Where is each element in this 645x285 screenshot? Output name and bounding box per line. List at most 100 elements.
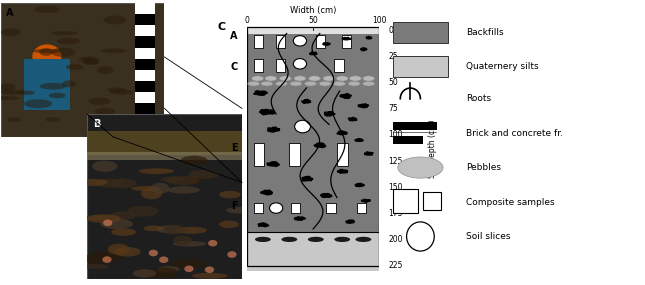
Polygon shape xyxy=(266,162,279,166)
Ellipse shape xyxy=(275,81,288,86)
Ellipse shape xyxy=(161,176,184,182)
Text: Soil slices: Soil slices xyxy=(466,232,510,241)
Ellipse shape xyxy=(226,207,254,213)
Bar xyxy=(393,56,448,78)
Text: 75: 75 xyxy=(388,104,398,113)
Ellipse shape xyxy=(0,96,19,100)
Text: F: F xyxy=(231,201,238,211)
Circle shape xyxy=(293,36,306,46)
Text: A: A xyxy=(6,8,14,18)
Ellipse shape xyxy=(334,237,350,242)
Polygon shape xyxy=(314,143,326,148)
Ellipse shape xyxy=(184,266,194,272)
Bar xyxy=(253,34,263,48)
Bar xyxy=(393,189,418,213)
Bar xyxy=(135,3,155,14)
Ellipse shape xyxy=(62,80,76,87)
Ellipse shape xyxy=(159,256,168,263)
Ellipse shape xyxy=(139,168,174,174)
Bar xyxy=(247,34,379,232)
Bar xyxy=(316,34,325,48)
Ellipse shape xyxy=(92,161,117,172)
Text: E: E xyxy=(231,143,238,154)
Polygon shape xyxy=(310,52,317,55)
Bar xyxy=(253,203,263,213)
Bar xyxy=(135,48,155,59)
Ellipse shape xyxy=(248,81,259,86)
Ellipse shape xyxy=(255,237,271,242)
Ellipse shape xyxy=(350,76,361,81)
Bar xyxy=(337,143,348,166)
Bar xyxy=(135,59,155,70)
Ellipse shape xyxy=(17,90,35,95)
Ellipse shape xyxy=(348,81,360,86)
Ellipse shape xyxy=(133,269,156,278)
Ellipse shape xyxy=(57,38,80,44)
Ellipse shape xyxy=(84,215,119,220)
Bar xyxy=(253,143,264,166)
Ellipse shape xyxy=(101,219,133,229)
Ellipse shape xyxy=(279,76,292,81)
Bar xyxy=(334,59,344,72)
Text: 175: 175 xyxy=(388,209,403,218)
Text: 100: 100 xyxy=(388,131,403,139)
Ellipse shape xyxy=(49,93,66,98)
Ellipse shape xyxy=(265,76,277,81)
Text: Soil depth (cm): Soil depth (cm) xyxy=(428,119,437,178)
Text: C: C xyxy=(230,62,238,72)
Ellipse shape xyxy=(166,224,184,235)
Bar xyxy=(87,131,242,155)
Polygon shape xyxy=(258,223,269,227)
Bar xyxy=(290,143,300,166)
Bar xyxy=(393,136,423,144)
Ellipse shape xyxy=(110,89,134,95)
Polygon shape xyxy=(253,91,268,95)
Ellipse shape xyxy=(319,81,331,86)
Bar xyxy=(276,59,285,72)
Ellipse shape xyxy=(261,81,273,86)
Ellipse shape xyxy=(0,84,15,91)
Bar xyxy=(135,115,155,126)
Polygon shape xyxy=(361,48,366,51)
Text: Quaternery silts: Quaternery silts xyxy=(466,62,539,71)
Bar xyxy=(247,27,379,37)
Circle shape xyxy=(32,44,62,68)
Ellipse shape xyxy=(82,57,100,65)
Ellipse shape xyxy=(24,99,52,108)
Bar xyxy=(342,34,352,48)
Ellipse shape xyxy=(167,186,200,194)
Ellipse shape xyxy=(149,250,158,256)
Ellipse shape xyxy=(219,191,241,198)
Ellipse shape xyxy=(77,255,108,264)
Text: Composite samples: Composite samples xyxy=(466,198,554,207)
Circle shape xyxy=(270,203,283,213)
Text: 25: 25 xyxy=(388,52,398,61)
Ellipse shape xyxy=(150,183,170,194)
Ellipse shape xyxy=(110,211,136,220)
Ellipse shape xyxy=(103,219,112,226)
Ellipse shape xyxy=(66,64,83,70)
Ellipse shape xyxy=(304,81,317,86)
Circle shape xyxy=(293,59,306,69)
Ellipse shape xyxy=(7,117,21,122)
Ellipse shape xyxy=(108,244,130,255)
Text: 125: 125 xyxy=(388,156,403,166)
Ellipse shape xyxy=(79,57,93,62)
Ellipse shape xyxy=(131,186,161,191)
Ellipse shape xyxy=(39,83,66,89)
Polygon shape xyxy=(361,199,370,202)
Ellipse shape xyxy=(107,87,126,92)
Ellipse shape xyxy=(143,225,163,231)
Text: Width (cm): Width (cm) xyxy=(290,6,336,15)
Ellipse shape xyxy=(184,176,203,184)
Ellipse shape xyxy=(398,157,443,178)
Ellipse shape xyxy=(362,76,375,81)
Ellipse shape xyxy=(88,97,110,105)
Ellipse shape xyxy=(205,266,214,273)
Circle shape xyxy=(295,120,310,133)
Ellipse shape xyxy=(141,270,161,276)
Polygon shape xyxy=(295,217,306,220)
Bar xyxy=(135,81,155,92)
Polygon shape xyxy=(302,176,313,181)
Ellipse shape xyxy=(93,251,124,261)
